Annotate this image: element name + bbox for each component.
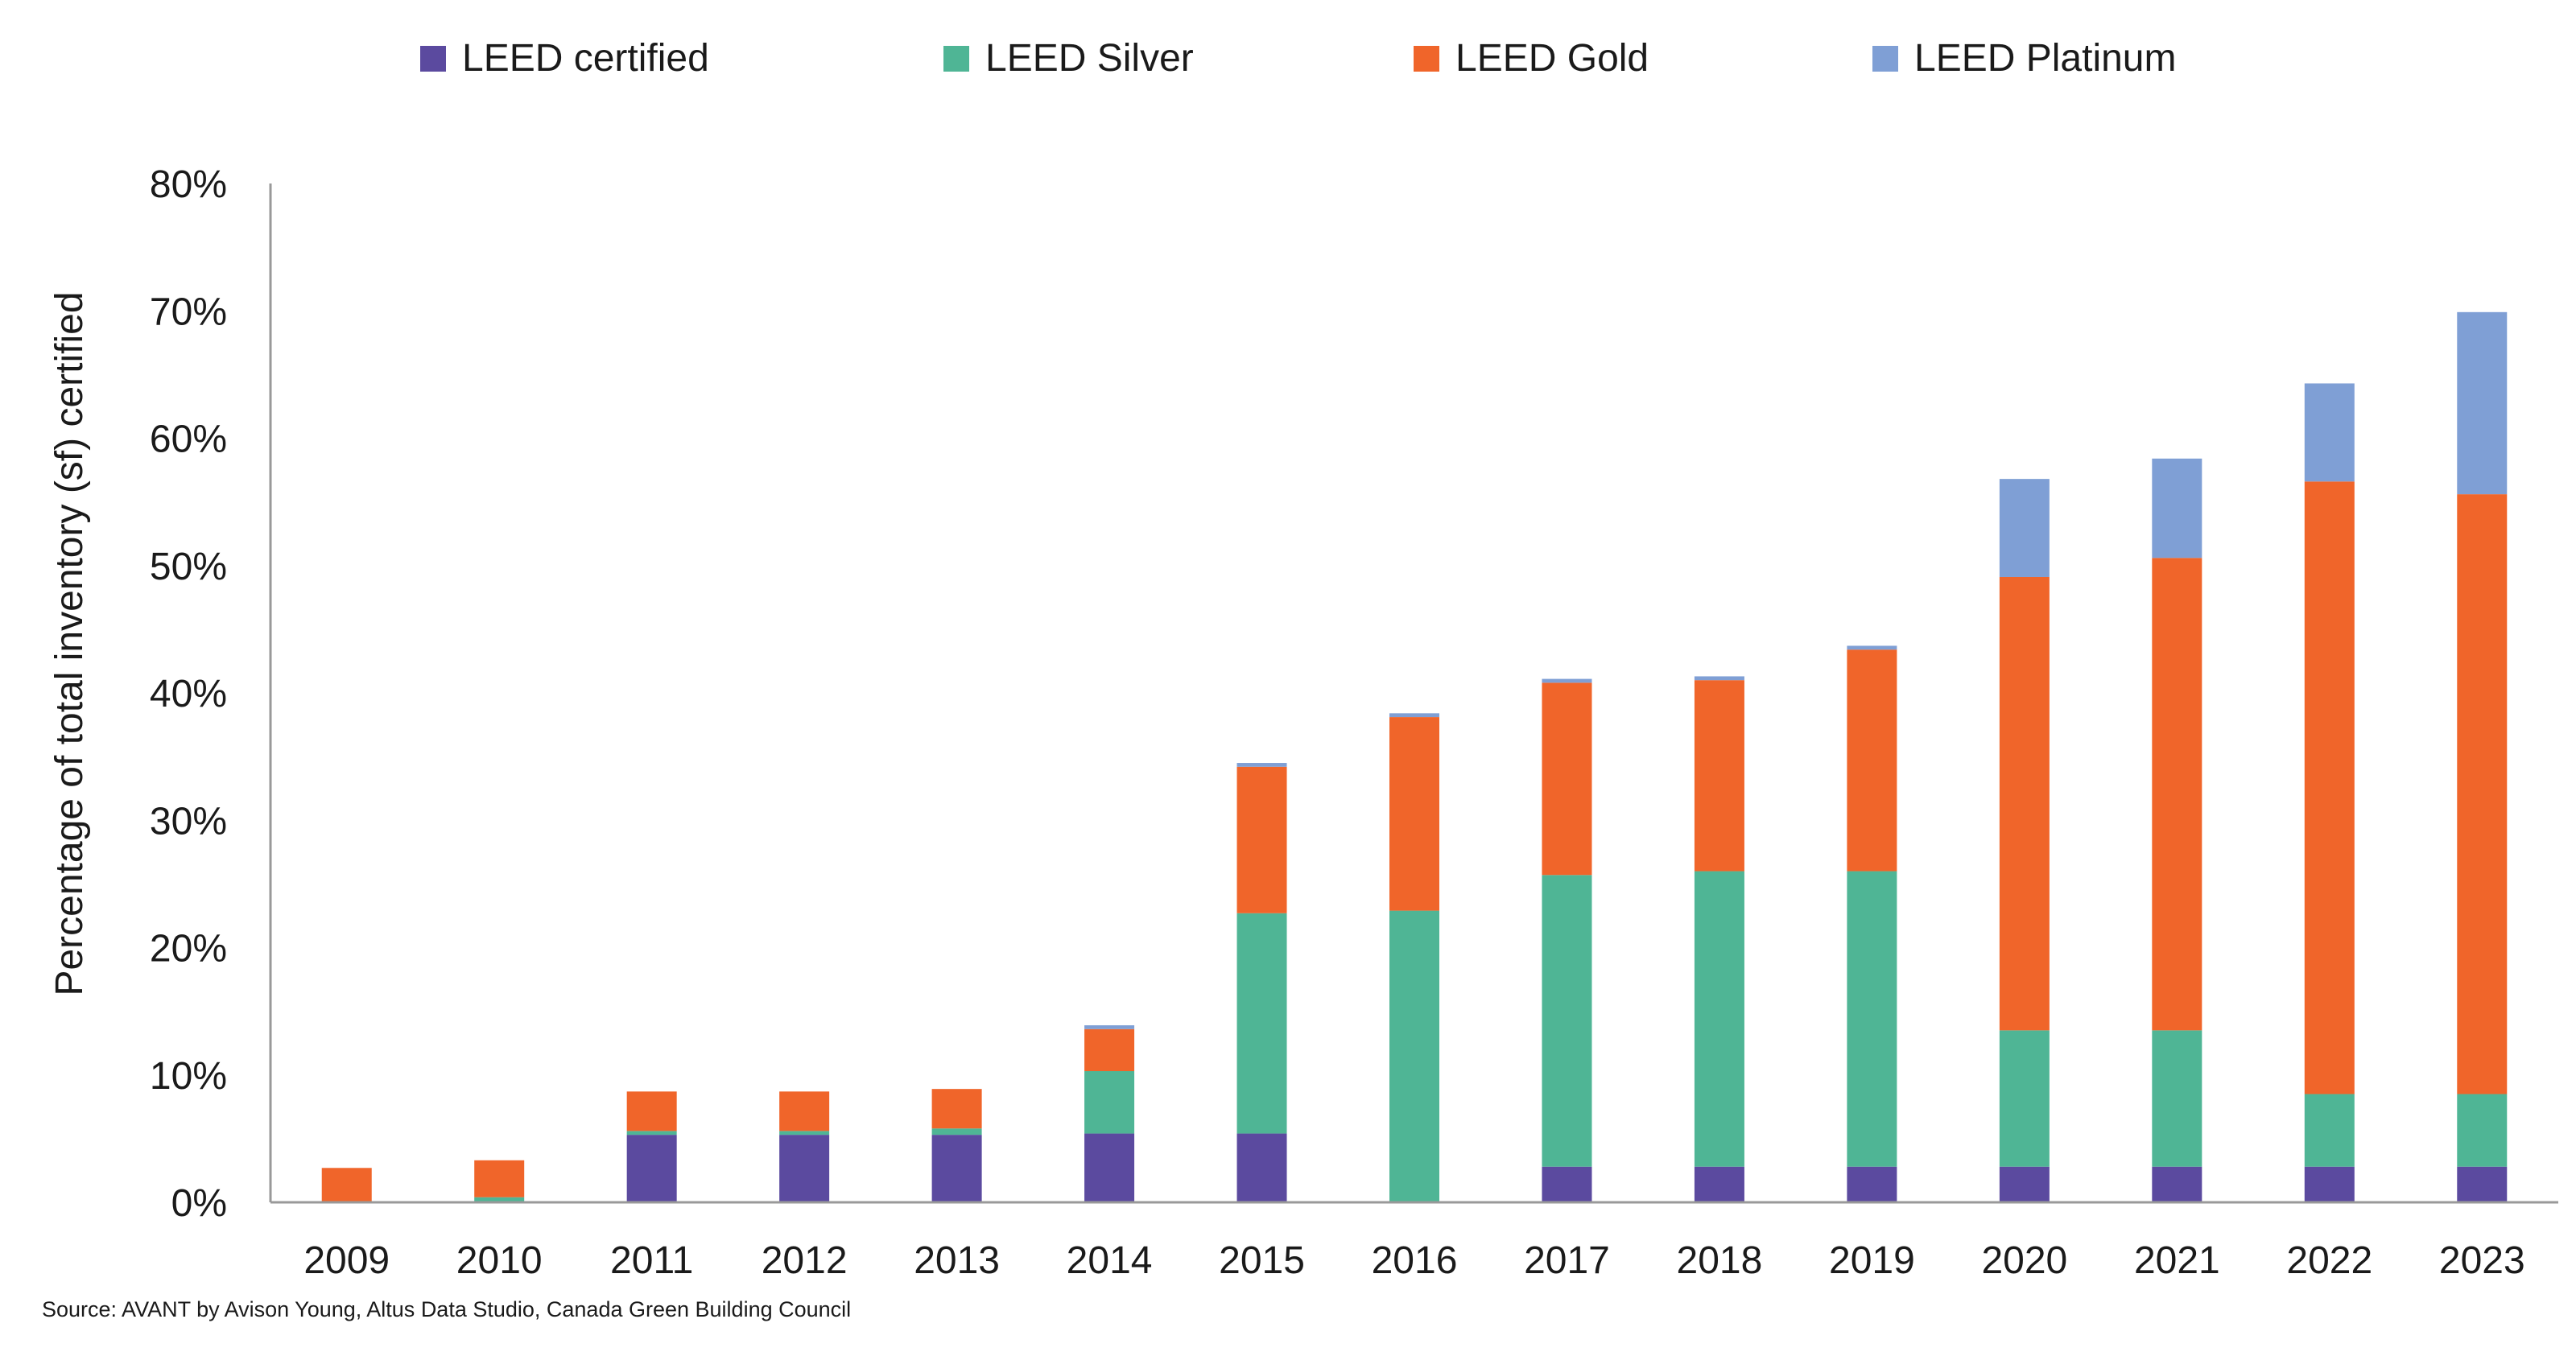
- bar-leed-silver-2011: [626, 1131, 677, 1136]
- bar-leed-gold-2022: [2304, 481, 2355, 1094]
- x-tick-label-2022: 2022: [2286, 1239, 2372, 1282]
- x-tick-label-2021: 2021: [2134, 1239, 2220, 1282]
- x-tick-label-2019: 2019: [1829, 1239, 1915, 1282]
- bar-leed-gold-2016: [1389, 717, 1439, 911]
- y-tick-label: 80%: [150, 163, 227, 206]
- bar-leed-gold-2015: [1236, 766, 1287, 913]
- legend-item-leed-certified: LEED certified: [420, 31, 709, 87]
- legend-label-leed-silver: LEED Silver: [985, 37, 1194, 80]
- y-tick-label: 70%: [150, 291, 227, 333]
- legend-label-leed-platinum: LEED Platinum: [1914, 37, 2177, 80]
- legend-item-leed-platinum: LEED Platinum: [1872, 31, 2176, 87]
- y-tick-label: 20%: [150, 928, 227, 971]
- y-tick-label: 30%: [150, 800, 227, 843]
- bar-leed-certified-2018: [1694, 1166, 1744, 1202]
- x-tick-label-2010: 2010: [456, 1239, 543, 1282]
- bar-leed-certified-2023: [2457, 1166, 2508, 1202]
- bar-leed-silver-2014: [1084, 1071, 1135, 1134]
- bar-leed-platinum-2014: [1084, 1025, 1135, 1029]
- bar-leed-silver-2023: [2457, 1094, 2508, 1167]
- x-tick-label-2023: 2023: [2439, 1239, 2525, 1282]
- bar-leed-gold-2011: [626, 1091, 677, 1131]
- x-tick-label-2017: 2017: [1524, 1239, 1610, 1282]
- y-tick-label: 60%: [150, 418, 227, 461]
- y-tick-label: 0%: [171, 1182, 227, 1225]
- bar-leed-gold-2013: [931, 1089, 982, 1129]
- legend-item-leed-silver: LEED Silver: [943, 31, 1194, 87]
- bar-leed-certified-2017: [1542, 1166, 1592, 1202]
- bar-leed-silver-2013: [931, 1128, 982, 1136]
- bar-leed-platinum-2022: [2304, 383, 2355, 482]
- y-axis-label: Percentage of total inventory (sf) certi…: [48, 291, 91, 995]
- bar-leed-silver-2016: [1389, 910, 1439, 1202]
- x-tick-label-2009: 2009: [303, 1239, 390, 1282]
- bar-leed-silver-2020: [1999, 1030, 2050, 1167]
- bar-leed-certified-2022: [2304, 1166, 2355, 1202]
- bar-leed-platinum-2018: [1694, 676, 1744, 681]
- bar-leed-certified-2019: [1847, 1166, 1897, 1202]
- bar-leed-platinum-2016: [1389, 713, 1439, 718]
- bar-leed-certified-2020: [1999, 1166, 2050, 1202]
- bar-leed-gold-2023: [2457, 494, 2508, 1094]
- x-tick-label-2011: 2011: [610, 1239, 693, 1282]
- y-tick-labels: 0% 10% 20% 30% 40% 50% 60% 70% 80%: [150, 163, 227, 1225]
- chart-legend: LEED certified LEED Silver LEED Gold LEE…: [0, 31, 2576, 87]
- legend-label-leed-gold: LEED Gold: [1455, 37, 1649, 80]
- bar-leed-platinum-2017: [1542, 678, 1592, 683]
- x-tick-labels: 2009 2010 2011 2012 2013 2014 2015 2016 2017 2018…: [303, 1239, 2524, 1282]
- bars-layer: [321, 311, 2508, 1202]
- legend-swatch-leed-platinum: [1872, 46, 1898, 72]
- x-tick-label-2016: 2016: [1372, 1239, 1458, 1282]
- legend-item-leed-gold: LEED Gold: [1414, 31, 1649, 87]
- bar-leed-certified-2021: [2152, 1166, 2202, 1202]
- bar-leed-silver-2017: [1542, 875, 1592, 1167]
- bar-leed-gold-2014: [1084, 1028, 1135, 1071]
- bar-leed-certified-2011: [626, 1135, 677, 1202]
- x-tick-label-2020: 2020: [1981, 1239, 2067, 1282]
- x-tick-label-2018: 2018: [1677, 1239, 1763, 1282]
- bar-leed-silver-2012: [779, 1131, 830, 1136]
- bar-leed-platinum-2020: [1999, 479, 2050, 577]
- y-tick-label: 40%: [150, 673, 227, 715]
- axes-layer: [269, 183, 2558, 1204]
- bar-leed-silver-2015: [1236, 913, 1287, 1134]
- bar-leed-platinum-2015: [1236, 763, 1287, 767]
- x-tick-label-2013: 2013: [914, 1239, 1000, 1282]
- bar-leed-silver-2010: [474, 1197, 525, 1202]
- bar-leed-silver-2022: [2304, 1094, 2355, 1167]
- source-note: Source: AVANT by Avison Young, Altus Dat…: [42, 1297, 852, 1321]
- bar-leed-certified-2015: [1236, 1133, 1287, 1202]
- x-tick-label-2014: 2014: [1067, 1239, 1153, 1282]
- x-tick-label-2012: 2012: [762, 1239, 848, 1282]
- x-tick-label-2015: 2015: [1219, 1239, 1305, 1282]
- legend-swatch-leed-certified: [420, 46, 446, 72]
- bar-leed-certified-2012: [779, 1135, 830, 1202]
- bar-leed-silver-2018: [1694, 871, 1744, 1167]
- legend-swatch-leed-silver: [943, 46, 969, 72]
- legend-swatch-leed-gold: [1414, 46, 1439, 72]
- bar-leed-gold-2020: [1999, 576, 2050, 1031]
- y-tick-label: 10%: [150, 1055, 227, 1098]
- bar-leed-platinum-2019: [1847, 645, 1897, 650]
- bar-leed-certified-2013: [931, 1135, 982, 1202]
- legend-label-leed-certified: LEED certified: [462, 37, 709, 80]
- bar-leed-gold-2018: [1694, 680, 1744, 872]
- bar-leed-gold-2019: [1847, 649, 1897, 872]
- bar-leed-gold-2010: [474, 1160, 525, 1197]
- bar-leed-platinum-2021: [2152, 458, 2202, 559]
- bar-leed-silver-2019: [1847, 871, 1897, 1167]
- bar-leed-silver-2021: [2152, 1030, 2202, 1167]
- bar-leed-gold-2017: [1542, 682, 1592, 876]
- bar-leed-gold-2021: [2152, 558, 2202, 1031]
- y-tick-label: 50%: [150, 546, 227, 588]
- bar-leed-gold-2009: [321, 1168, 372, 1202]
- bar-leed-platinum-2023: [2457, 311, 2508, 495]
- bar-leed-gold-2012: [779, 1091, 830, 1131]
- bar-leed-certified-2014: [1084, 1133, 1135, 1202]
